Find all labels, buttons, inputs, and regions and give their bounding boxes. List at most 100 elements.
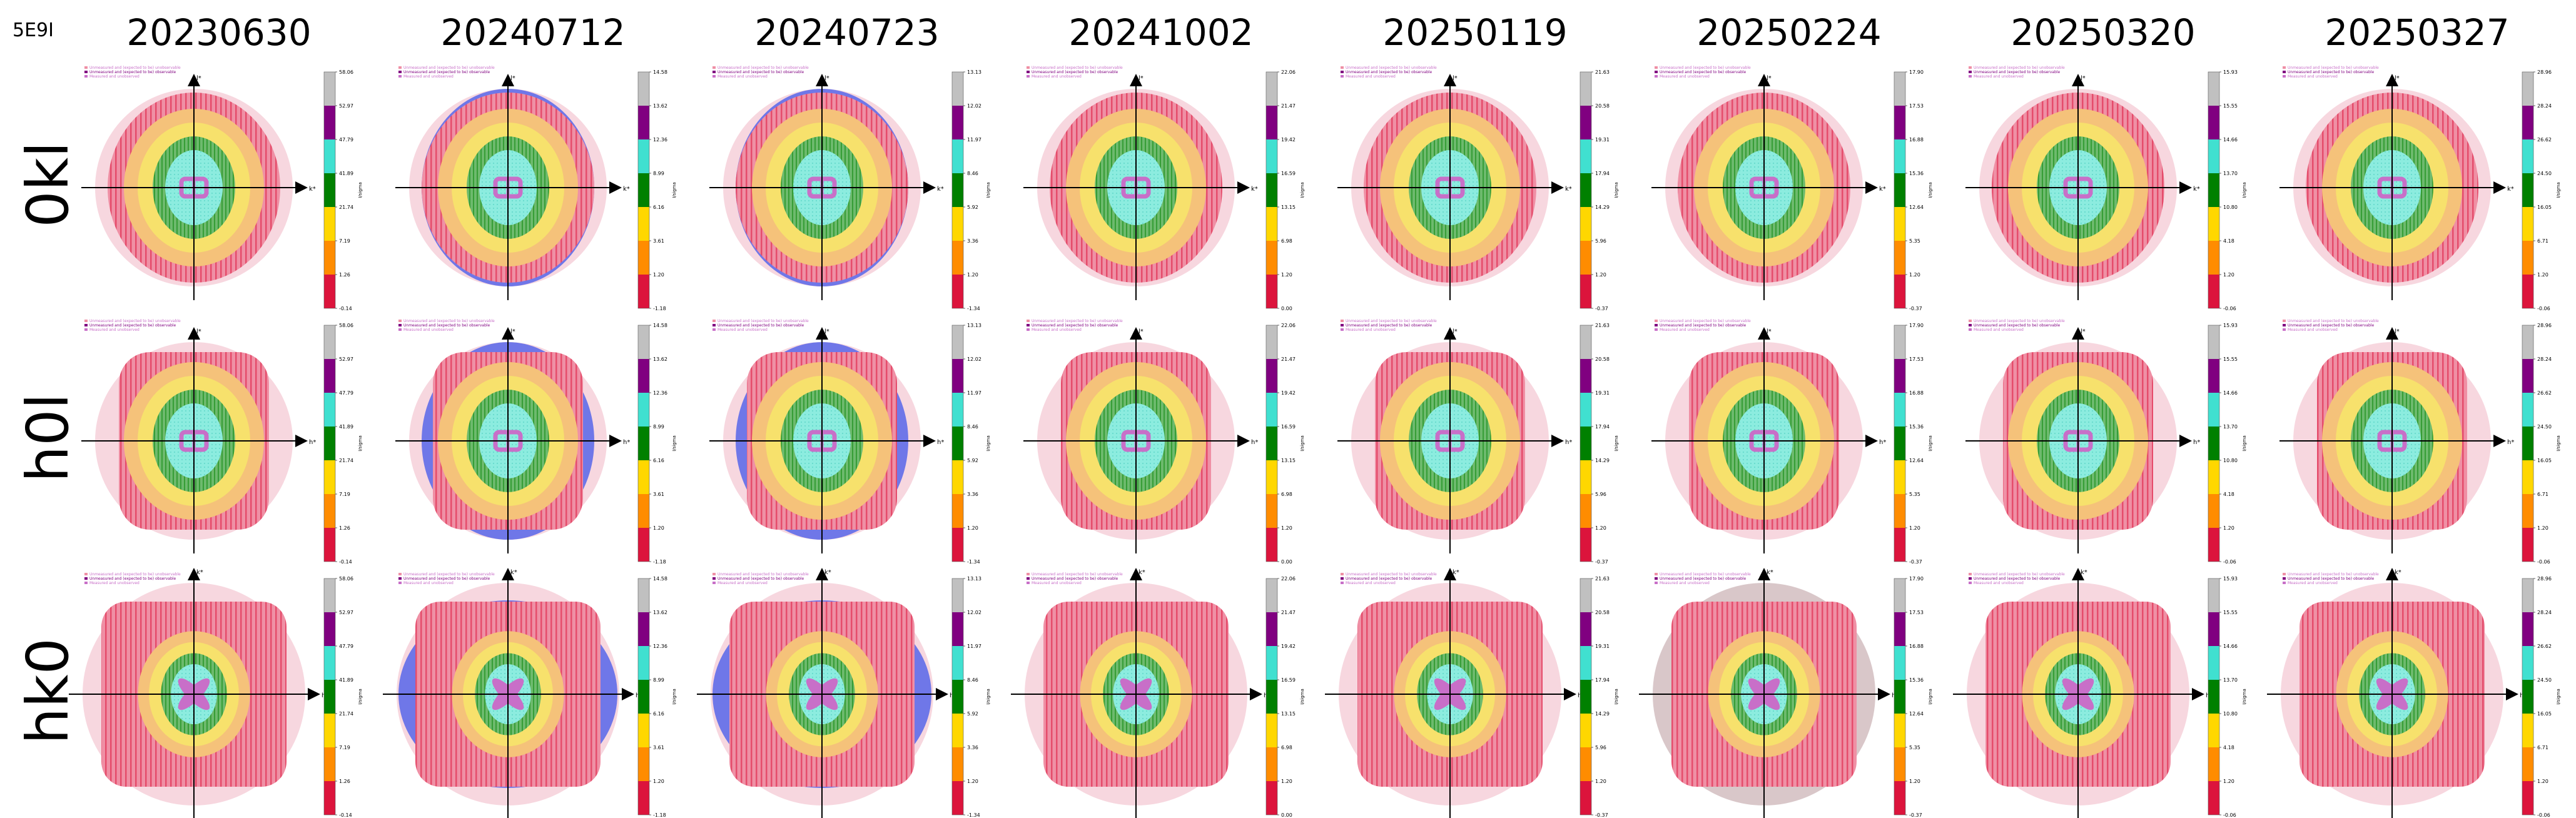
colorbar-segment [1894,139,1905,173]
colorbar-tick-label: 4.18 [2223,745,2234,750]
colorbar-segment [952,359,963,393]
colorbar-segment [1894,612,1905,646]
row-label-0kl: 0kl [14,141,81,227]
legend-swatch [1655,66,1658,69]
colorbar: 14.58 13.62 12.36 8.99 6.16 3.61 1.20 -1.18 I/si… [637,576,677,818]
y-axis-label: l* [510,328,515,335]
colorbar-tick-label: -1.18 [653,812,666,818]
colorbar-tick-label: 3.61 [653,238,664,244]
legend: Unmeasured and (expected to be) unobserv… [1341,66,1437,79]
panel-hk0-20250119: h*k*Unmeasured and (expected to be) unob… [1325,568,1619,818]
colorbar-tick-label: 6.16 [653,458,664,463]
colorbar-tick-label: 14.29 [1595,458,1610,463]
colorbar-tick-label: 47.79 [339,137,353,143]
legend: Unmeasured and (expected to be) unobserv… [712,572,809,585]
colorbar: 21.63 20.58 19.31 17.94 14.29 5.96 1.20 -0.37 I/… [1580,576,1619,818]
colorbar-tick-label: 12.02 [967,103,981,109]
colorbar-segment [1266,460,1277,494]
colorbar-segment [2522,494,2533,528]
legend-swatch [398,582,402,584]
colorbar-tick-label: 12.64 [1909,204,1924,210]
colorbar-segment [324,781,335,815]
colorbar-tick-label: 12.02 [967,356,981,362]
colorbar-tick-label: -0.06 [2537,812,2550,818]
legend-swatch [1341,328,1344,331]
legend: Unmeasured and (expected to be) unobserv… [1341,572,1437,585]
panel-h0l-20240712: h* l* Unmeasured and (expected to be) unob… [395,319,677,565]
colorbar-segment [1580,494,1591,528]
colorbar-tick-label: 3.36 [967,745,978,750]
colorbar-tick-label: 28.96 [2537,323,2552,328]
legend-entry: Unmeasured and (expected to be) unobserv… [403,66,495,70]
colorbar-tick-label: 6.98 [1281,745,1292,750]
colorbar-segment [952,106,963,139]
colorbar-tick-label: 6.16 [653,204,664,210]
colorbar-segment [1580,646,1591,680]
y-axis-label: k* [1138,569,1145,576]
colorbar-segment [1580,207,1591,241]
colorbar: 22.06 21.47 19.42 16.59 13.15 6.98 1.20 0.00 I/s… [1265,69,1305,311]
colorbar: 15.93 15.55 14.66 13.70 10.80 4.18 1.20 -0.06 I/… [2208,69,2247,311]
colorbar-segment [1894,646,1905,680]
y-axis-label: k* [1767,569,1773,576]
colorbar: 21.63 20.58 19.31 17.94 14.29 5.96 1.20 -0.37 I/… [1580,69,1619,311]
colorbar-tick-label: 5.92 [967,458,978,463]
colorbar-tick-label: 13.13 [967,69,981,75]
colorbar-segment [638,173,649,207]
colorbar-segment [1266,241,1277,275]
colorbar-frame [1265,325,1278,562]
legend-swatch [712,75,716,78]
colorbar-tick-label: 16.05 [2537,204,2552,210]
colorbar-segment [1894,393,1905,427]
colorbar-tick-label: 3.61 [653,492,664,497]
legend-entry: Measured and unobserved [718,581,768,585]
colorbar-segment [1266,427,1277,460]
colorbar-tick-label: -0.14 [339,559,352,565]
colorbar-tick-label: 13.13 [967,576,981,582]
colorbar-segment [638,578,649,612]
colorbar-tick-label: 12.64 [1909,458,1924,463]
colorbar-label: I/sigma [358,435,363,452]
colorbar-tick-label: -0.06 [2223,306,2236,311]
panel-0kl-20240712: k* l* Unmeasured and (expected to be) unob… [395,66,677,311]
legend-entry: Unmeasured and (expected to be) observab… [2288,70,2374,74]
axes: k* l* [1651,74,1886,300]
column-title-20240723: 20240723 [754,11,939,54]
colorbar-segment [1580,325,1591,359]
legend-swatch [84,320,88,322]
legend-entry: Unmeasured and (expected to be) unobserv… [1032,572,1123,577]
colorbar-tick-label: 21.63 [1595,69,1610,75]
colorbar-segment [638,275,649,308]
colorbar-segment [2208,714,2219,747]
x-axis-label: h* [2507,439,2514,446]
legend-swatch [84,324,88,326]
colorbar-frame [2208,71,2220,309]
colorbar-tick-label: 16.59 [1281,677,1296,683]
colorbar: 17.90 17.53 16.88 15.36 12.64 5.35 1.20 -0.37 I/… [1894,576,1933,818]
legend: Unmeasured and (expected to be) unobserv… [1969,319,2065,332]
colorbar-label: I/sigma [1300,689,1305,705]
legend-swatch [1341,71,1344,73]
legend-entry: Unmeasured and (expected to be) unobserv… [2288,319,2379,323]
colorbar-segment [324,460,335,494]
x-axis-label: k* [309,186,316,193]
colorbar-label: I/sigma [2242,435,2247,452]
legend: Unmeasured and (expected to be) unobserv… [398,572,495,585]
column-title-20230630: 20230630 [126,11,311,54]
colorbar-tick-label: 1.20 [1595,779,1606,784]
colorbar-label: I/sigma [672,689,677,705]
colorbar-tick-label: 21.47 [1281,103,1296,109]
colorbar-segment [1580,393,1591,427]
colorbar-tick-label: 6.71 [2537,492,2548,497]
colorbar-segment [2522,207,2533,241]
colorbar-segment [324,494,335,528]
legend-swatch [1655,320,1658,322]
colorbar-segment [1894,72,1905,106]
colorbar-tick-label: 15.55 [2223,356,2238,362]
legend: Unmeasured and (expected to be) unobserv… [398,319,495,332]
colorbar-segment [638,72,649,106]
colorbar-segment [2208,680,2219,714]
colorbar-label: I/sigma [1928,689,1933,705]
legend-swatch [84,71,88,73]
colorbar-segment [638,359,649,393]
